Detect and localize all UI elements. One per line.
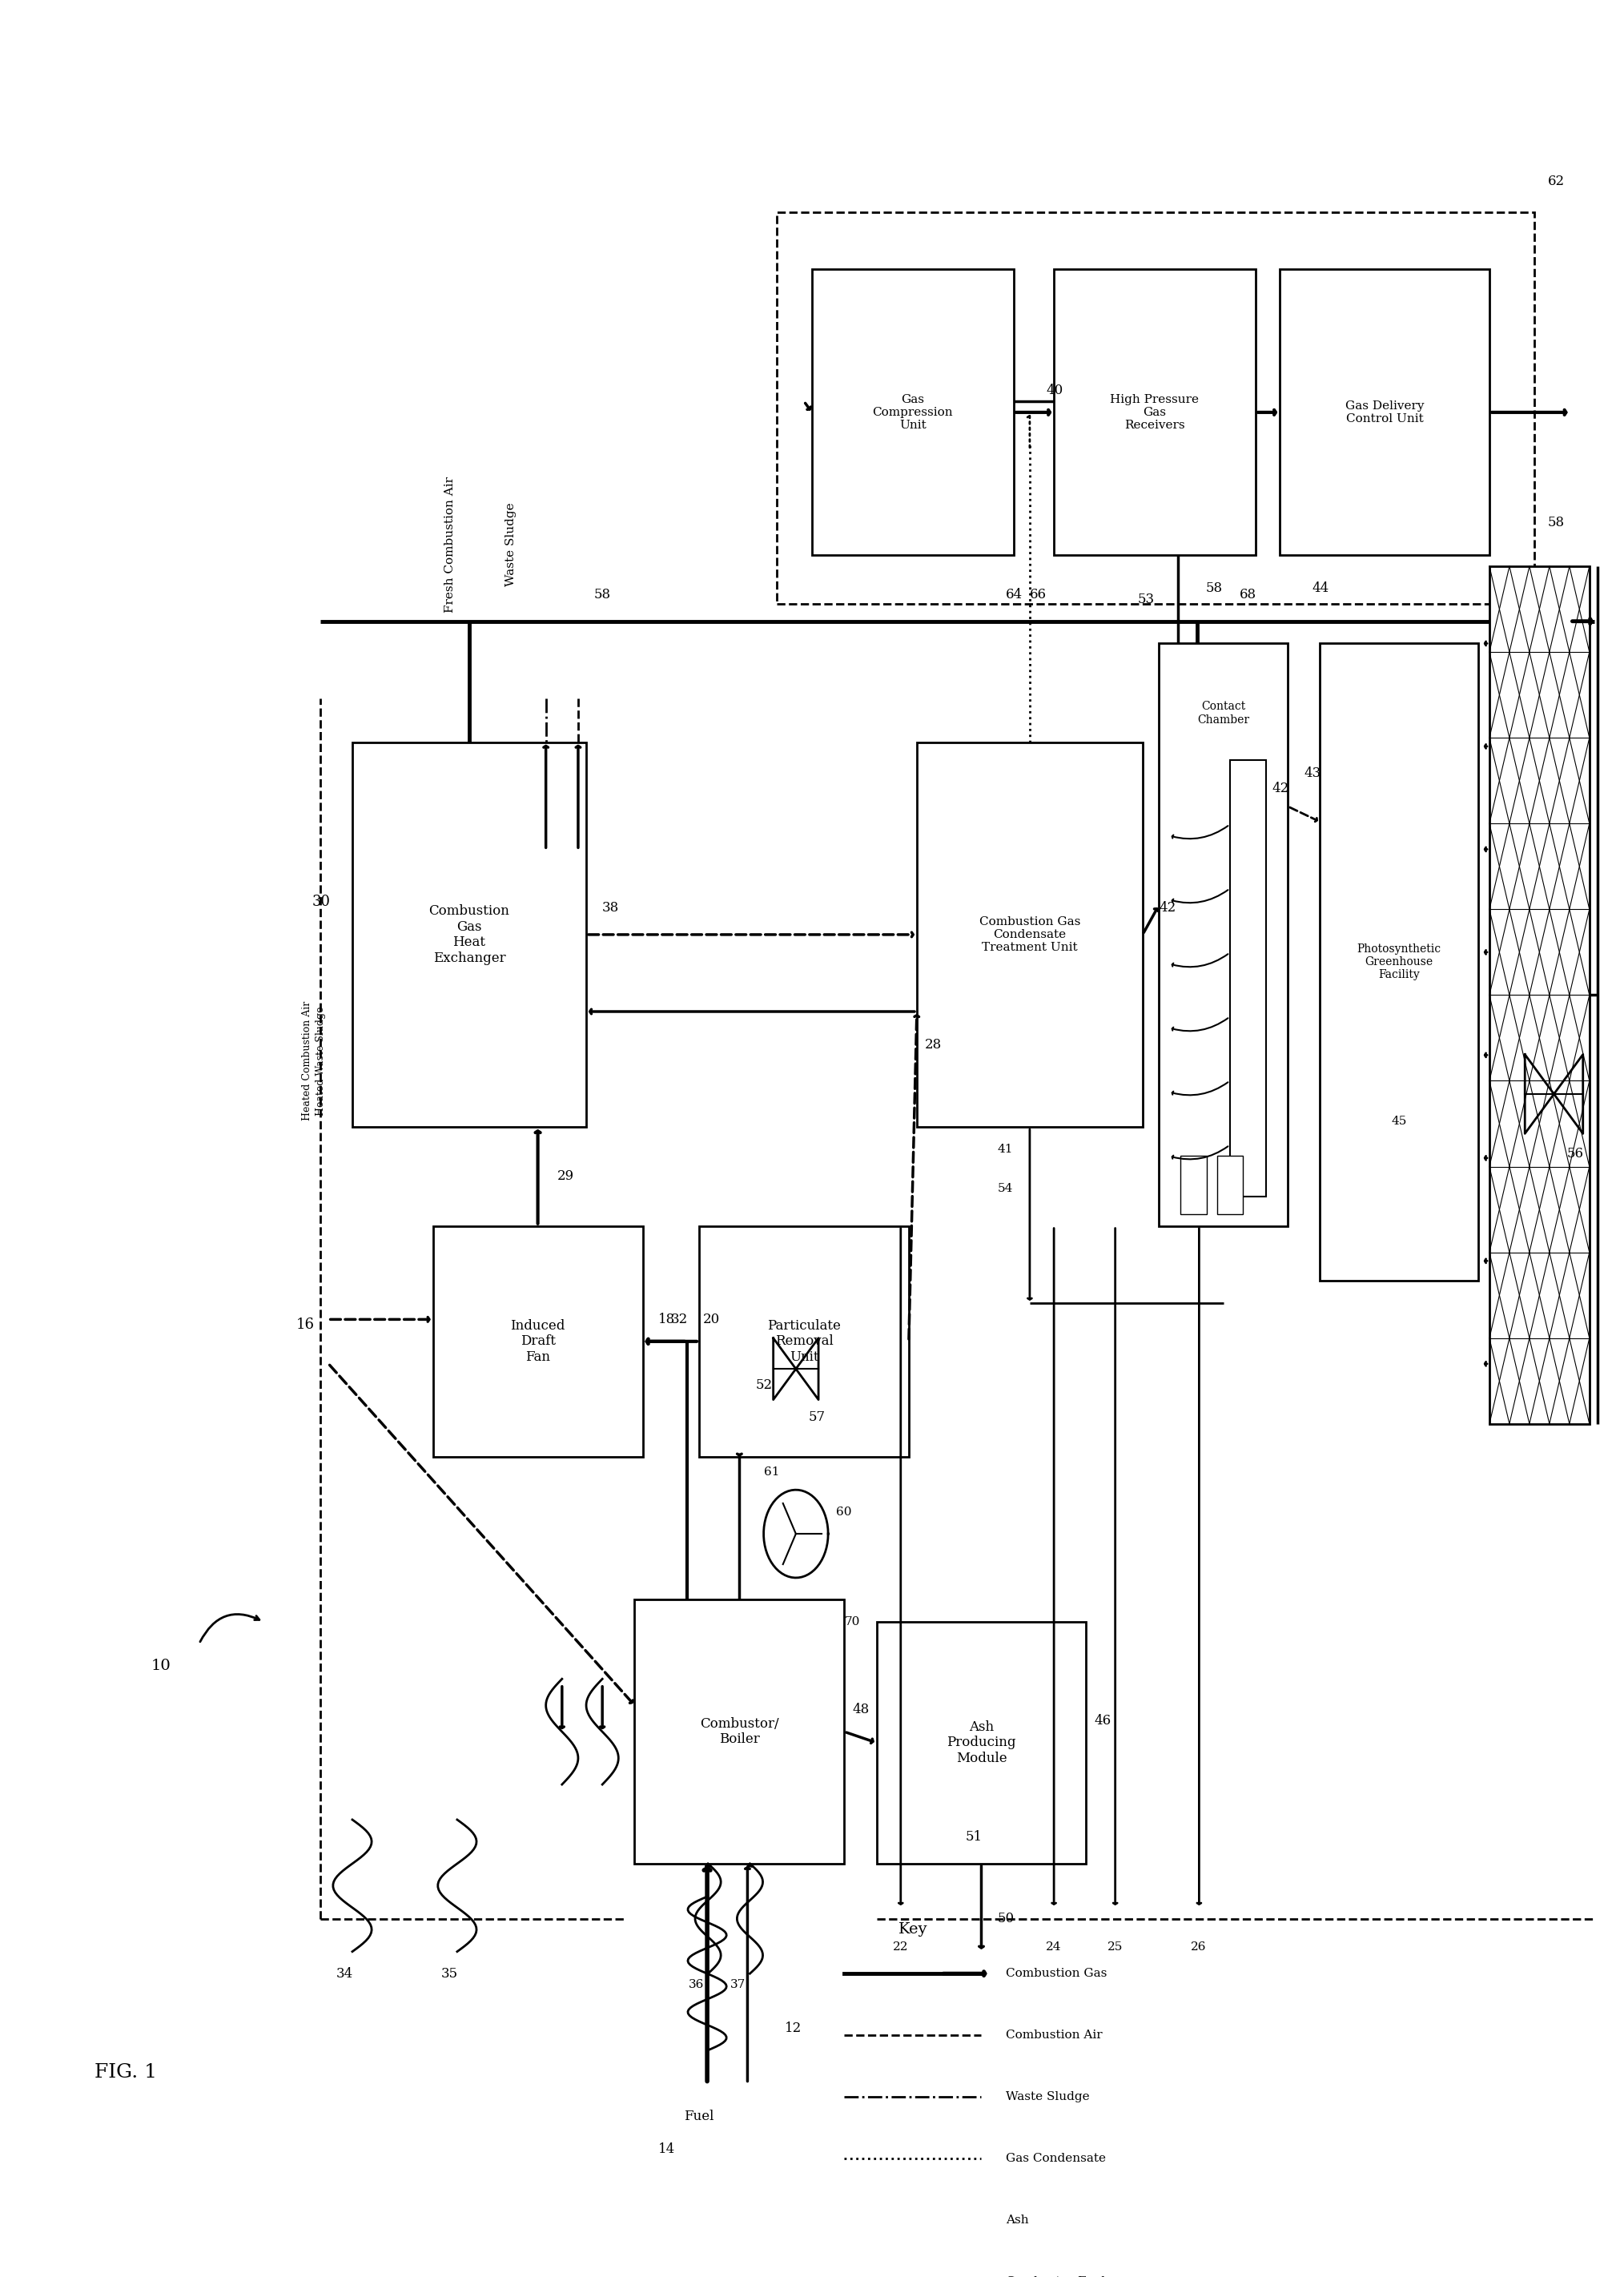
Bar	[776, 212, 1535, 603]
Text: 22: 22	[893, 1942, 908, 1954]
Text: 24: 24	[1046, 1942, 1062, 1954]
Text: 54: 54	[997, 1184, 1013, 1193]
Text: 45: 45	[1392, 1116, 1406, 1127]
Bar	[918, 742, 1143, 1127]
Text: 41: 41	[997, 1143, 1013, 1154]
Text: 32: 32	[671, 1312, 689, 1325]
Text: 56: 56	[1567, 1148, 1583, 1161]
Text: 18: 18	[658, 1312, 676, 1325]
Text: 40: 40	[1046, 383, 1062, 396]
Bar	[1054, 269, 1255, 556]
Text: 29: 29	[557, 1170, 573, 1184]
Bar	[1320, 642, 1478, 1282]
Text: 70: 70	[844, 1617, 859, 1628]
Text: 12: 12	[784, 2022, 802, 2036]
Bar	[352, 742, 586, 1127]
Bar	[635, 1601, 844, 1863]
Text: 37: 37	[731, 1979, 745, 1990]
Text: Combustor/
Boiler: Combustor/ Boiler	[700, 1717, 780, 1746]
Bar	[698, 1225, 909, 1457]
Text: 60: 60	[836, 1505, 853, 1516]
Text: Ash: Ash	[1005, 2213, 1028, 2225]
Bar	[1229, 761, 1265, 1198]
Text: 30: 30	[312, 895, 330, 909]
Text: 57: 57	[809, 1409, 825, 1423]
Text: Waste Sludge: Waste Sludge	[505, 503, 516, 585]
Text: 44: 44	[1312, 581, 1328, 594]
Text: Photosynthetic
Greenhouse
Facility: Photosynthetic Greenhouse Facility	[1358, 943, 1440, 981]
Text: 16: 16	[296, 1318, 315, 1332]
Text: Particulate
Removal
Unit: Particulate Removal Unit	[767, 1318, 841, 1364]
Text: 58: 58	[594, 587, 611, 601]
Bar	[434, 1225, 643, 1457]
Text: Heated Waste Sludge: Heated Waste Sludge	[315, 1006, 326, 1116]
Text: 52: 52	[755, 1378, 773, 1391]
Text: 34: 34	[336, 1967, 352, 1981]
Text: 28: 28	[926, 1038, 942, 1052]
Text: 36: 36	[689, 1979, 705, 1990]
Bar	[877, 1621, 1086, 1863]
Bar	[1181, 1157, 1207, 1214]
Text: 64: 64	[1005, 587, 1023, 601]
Text: 68: 68	[1239, 587, 1257, 601]
Text: Combustion
Gas
Heat
Exchanger: Combustion Gas Heat Exchanger	[429, 904, 510, 965]
Text: 38: 38	[603, 902, 619, 915]
Text: 43: 43	[1304, 767, 1320, 781]
Bar	[1280, 269, 1489, 556]
Text: 51: 51	[965, 1831, 983, 1844]
Text: Gas Delivery
Control Unit: Gas Delivery Control Unit	[1345, 401, 1424, 424]
Text: 35: 35	[442, 1967, 458, 1981]
Text: Fresh Combustion Air: Fresh Combustion Air	[445, 476, 455, 613]
Text: 25: 25	[1108, 1942, 1122, 1954]
Text: 53: 53	[1138, 592, 1155, 606]
Text: Waste Sludge: Waste Sludge	[1005, 2090, 1090, 2102]
Text: 50: 50	[997, 1913, 1015, 1926]
Text: Gas
Compression
Unit: Gas Compression Unit	[872, 394, 953, 430]
Text: 61: 61	[763, 1466, 780, 1478]
Text: Contact
Chamber: Contact Chamber	[1197, 701, 1249, 726]
Text: 10: 10	[151, 1658, 171, 1674]
Text: 66: 66	[1030, 587, 1046, 601]
Text: Induced
Draft
Fan: Induced Draft Fan	[510, 1318, 565, 1364]
Text: High Pressure
Gas
Receivers: High Pressure Gas Receivers	[1111, 394, 1199, 430]
Text: Combustion Gas: Combustion Gas	[1005, 1967, 1106, 1979]
Text: Key: Key	[898, 1922, 927, 1938]
Bar	[1216, 1157, 1242, 1214]
Text: FIG. 1: FIG. 1	[94, 2063, 158, 2081]
Text: 42: 42	[1272, 781, 1289, 795]
Bar	[1489, 567, 1590, 1423]
Text: 14: 14	[658, 2143, 676, 2156]
Text: 26: 26	[1190, 1942, 1207, 1954]
Text: 62: 62	[1548, 175, 1564, 189]
Text: 48: 48	[853, 1703, 869, 1717]
Text: 58: 58	[1205, 581, 1223, 594]
Text: Combustion Air: Combustion Air	[1005, 2029, 1103, 2040]
Text: 42: 42	[1160, 902, 1176, 915]
Bar	[1160, 642, 1288, 1225]
Text: 20: 20	[703, 1312, 719, 1325]
Text: 46: 46	[1095, 1715, 1111, 1728]
Text: Gas Condensate: Gas Condensate	[1005, 2152, 1106, 2163]
Text: Combustion Gas
Condensate
Treatment Unit: Combustion Gas Condensate Treatment Unit	[979, 915, 1080, 954]
Text: Ash
Producing
Module: Ash Producing Module	[947, 1719, 1017, 1765]
Bar	[812, 269, 1013, 556]
Text: 58: 58	[1548, 515, 1564, 528]
Text: Heated Combustion Air: Heated Combustion Air	[302, 1002, 312, 1120]
Text: Fuel: Fuel	[684, 2111, 715, 2124]
